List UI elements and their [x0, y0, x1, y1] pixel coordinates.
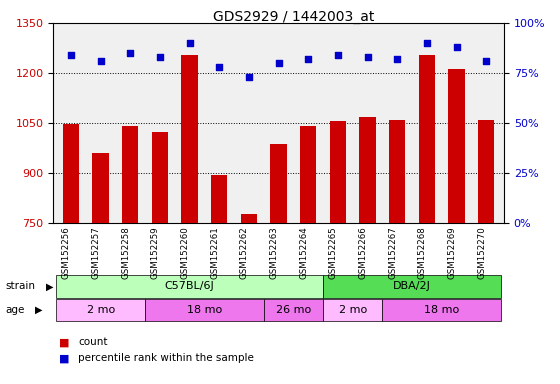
Point — [452, 44, 461, 50]
Bar — [152, 132, 168, 223]
Text: ▶: ▶ — [46, 281, 53, 291]
Text: GSM152262: GSM152262 — [240, 227, 249, 279]
Text: C57BL/6J: C57BL/6J — [165, 281, 214, 291]
Text: GSM152261: GSM152261 — [211, 227, 220, 279]
Bar — [330, 121, 346, 223]
Point — [96, 58, 105, 64]
Text: GSM152265: GSM152265 — [329, 227, 338, 279]
Point — [67, 52, 76, 58]
Point — [126, 50, 135, 56]
Text: GSM152259: GSM152259 — [151, 227, 160, 279]
Bar — [63, 124, 79, 223]
Point — [363, 54, 372, 60]
Text: 26 mo: 26 mo — [276, 305, 311, 315]
Text: GSM152264: GSM152264 — [299, 227, 308, 279]
Text: GSM152267: GSM152267 — [388, 227, 397, 279]
Point — [156, 54, 165, 60]
Point — [333, 52, 342, 58]
Text: GSM152268: GSM152268 — [418, 227, 427, 279]
Text: percentile rank within the sample: percentile rank within the sample — [78, 353, 254, 363]
Point — [245, 74, 254, 80]
Bar — [449, 69, 465, 223]
Bar — [270, 144, 287, 223]
Text: 18 mo: 18 mo — [424, 305, 459, 315]
Bar — [92, 153, 109, 223]
Text: GSM152256: GSM152256 — [62, 227, 71, 279]
Text: 18 mo: 18 mo — [187, 305, 222, 315]
Text: 2 mo: 2 mo — [339, 305, 367, 315]
Bar — [122, 126, 138, 223]
Text: 2 mo: 2 mo — [87, 305, 115, 315]
Bar — [478, 120, 494, 223]
Text: DBA/2J: DBA/2J — [393, 281, 431, 291]
Text: ■: ■ — [59, 353, 69, 363]
Point — [422, 40, 431, 46]
Bar — [181, 55, 198, 223]
Point — [215, 64, 224, 70]
Text: age: age — [6, 305, 25, 315]
Text: count: count — [78, 337, 108, 347]
Bar — [300, 126, 316, 223]
Text: ■: ■ — [59, 337, 69, 347]
Text: GSM152258: GSM152258 — [122, 227, 130, 279]
Point — [274, 60, 283, 66]
Bar — [241, 214, 257, 223]
Text: GSM152266: GSM152266 — [358, 227, 367, 279]
Bar — [211, 175, 227, 223]
Text: GSM152270: GSM152270 — [477, 227, 486, 279]
Bar — [419, 55, 435, 223]
Bar — [389, 119, 405, 223]
Text: GDS2929 / 1442003_at: GDS2929 / 1442003_at — [213, 10, 374, 23]
Bar — [360, 117, 376, 223]
Text: GSM152263: GSM152263 — [269, 227, 279, 279]
Point — [304, 56, 312, 62]
Text: GSM152260: GSM152260 — [181, 227, 190, 279]
Point — [185, 40, 194, 46]
Point — [393, 56, 402, 62]
Text: GSM152257: GSM152257 — [92, 227, 101, 279]
Text: strain: strain — [6, 281, 36, 291]
Text: ▶: ▶ — [35, 305, 42, 315]
Text: GSM152269: GSM152269 — [447, 227, 456, 279]
Point — [482, 58, 491, 64]
